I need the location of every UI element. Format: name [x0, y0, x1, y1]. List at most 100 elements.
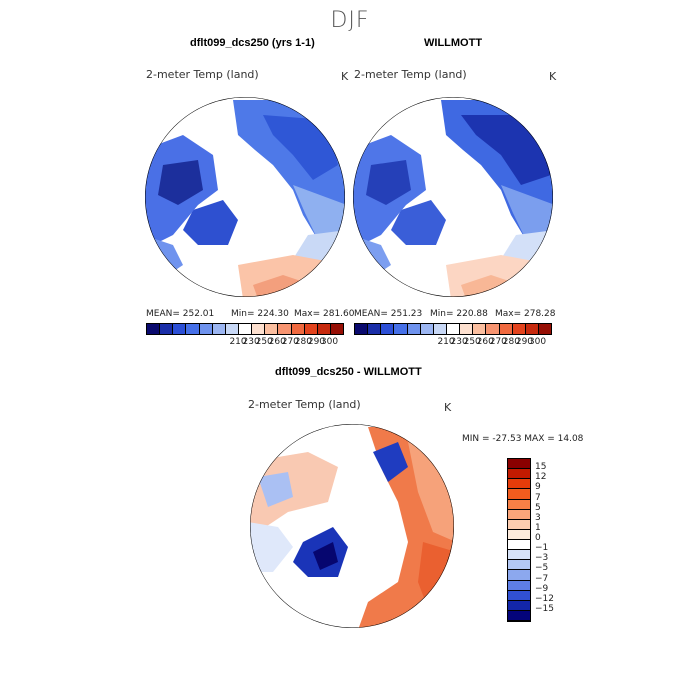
- diff-colorbar-swatch: [508, 590, 530, 601]
- model-colorbar-tick: 270: [281, 337, 299, 347]
- obs-colorbar-swatch: [394, 324, 408, 334]
- obs-colorbar-tick: 270: [489, 337, 507, 347]
- diff-colorbar-labels: 15 12 9 7 5 3 1 0 −1 −3 −5 −7 −9 −12 −15: [535, 458, 575, 620]
- diff-colorbar-tick: 1: [535, 522, 541, 533]
- obs-colorbar-swatch: [486, 324, 500, 334]
- obs-polar-map: [353, 97, 553, 297]
- diff-colorbar-swatch: [508, 570, 530, 581]
- model-colorbar-tick: 290: [307, 337, 326, 347]
- diff-colorbar-swatch: [508, 529, 530, 540]
- diff-colorbar-tick: 9: [535, 482, 541, 493]
- model-colorbar-swatch: [252, 324, 266, 334]
- diff-colorbar-tick: 3: [535, 512, 541, 523]
- diff-colorbar-tick: 15: [535, 462, 547, 473]
- obs-colorbar-tick: 230: [450, 337, 468, 347]
- diff-colorbar-tick: −9: [535, 583, 549, 594]
- obs-colorbar-tick: 210: [437, 337, 455, 347]
- model-colorbar-swatch: [199, 324, 213, 334]
- diff-colorbar-swatch: [508, 550, 530, 561]
- model-colorbar-swatch: [278, 324, 292, 334]
- model-colorbar-swatch: [330, 324, 344, 334]
- obs-colorbar-swatch: [355, 324, 369, 334]
- diff-colorbar-swatch: [508, 519, 530, 530]
- obs-colorbar-tick: 280: [502, 337, 520, 347]
- model-colorbar-tick: 210: [229, 337, 247, 347]
- model-polar-map: [145, 97, 345, 297]
- diff-colorbar-swatch: [508, 610, 530, 621]
- diff-colorbar-swatch: [508, 469, 530, 480]
- obs-colorbar-swatch: [473, 324, 487, 334]
- diff-colorbar-tick: −1: [535, 543, 549, 554]
- model-colorbar-swatch: [317, 324, 331, 334]
- diff-colorbar-swatch: [508, 509, 530, 520]
- diff-colorbar-swatch: [508, 560, 530, 571]
- diff-colorbar-swatch: [508, 479, 530, 490]
- diff-colorbar-tick: −12: [535, 593, 554, 604]
- model-units-label: K: [341, 70, 349, 83]
- obs-colorbar-swatch: [368, 324, 382, 334]
- obs-colorbar-swatch: [460, 324, 474, 334]
- model-colorbar-swatch: [160, 324, 174, 334]
- diff-minmax-stat: MIN = -27.53 MAX = 14.08: [462, 434, 584, 444]
- obs-max-stat: Max= 278.28: [495, 309, 556, 319]
- model-colorbar: [146, 323, 344, 335]
- obs-colorbar-tick: 290: [515, 337, 534, 347]
- model-colorbar-tick: 230: [242, 337, 260, 347]
- model-panel-title: dflt099_dcs250 (yrs 1-1): [190, 37, 315, 49]
- model-colorbar-tick: 260: [268, 337, 286, 347]
- obs-colorbar-swatch: [420, 324, 434, 334]
- diff-colorbar-tick: 12: [535, 472, 547, 483]
- model-colorbar-swatch: [304, 324, 318, 334]
- obs-colorbar-swatch: [499, 324, 513, 334]
- model-colorbar-swatch: [147, 324, 161, 334]
- obs-colorbar-labels: 210 230 250 260 270 280 290 300: [354, 337, 550, 349]
- model-colorbar-tick: 280: [294, 337, 312, 347]
- diff-colorbar-swatch: [508, 600, 530, 611]
- obs-colorbar-swatch: [525, 324, 539, 334]
- diff-colorbar-swatch: [508, 580, 530, 591]
- diff-colorbar-swatch: [508, 489, 530, 500]
- model-colorbar-tick: 250: [255, 337, 273, 347]
- model-colorbar-tick: 300: [320, 337, 339, 347]
- model-colorbar-swatch: [265, 324, 279, 334]
- model-colorbar-swatch: [238, 324, 253, 334]
- obs-colorbar-swatch: [538, 324, 552, 334]
- obs-min-stat: Min= 220.88: [430, 309, 488, 319]
- obs-colorbar-swatch: [433, 324, 447, 334]
- diff-colorbar: [507, 458, 531, 622]
- diff-colorbar-tick: −15: [535, 603, 554, 614]
- obs-colorbar-tick: 250: [463, 337, 481, 347]
- obs-colorbar-tick: 260: [476, 337, 494, 347]
- diff-colorbar-swatch: [508, 499, 530, 510]
- diff-panel-title: dflt099_dcs250 - WILLMOTT: [275, 366, 422, 378]
- diff-colorbar-tick: −3: [535, 553, 549, 564]
- diff-colorbar-tick: 7: [535, 492, 541, 503]
- obs-variable-label: 2-meter Temp (land): [354, 68, 467, 81]
- obs-units-label: K: [549, 70, 557, 83]
- diff-polar-map: [250, 424, 454, 628]
- diff-variable-label: 2-meter Temp (land): [248, 398, 361, 411]
- model-colorbar-labels: 210 230 250 260 270 280 290 300: [146, 337, 342, 349]
- model-min-stat: Min= 224.30: [231, 309, 289, 319]
- season-title: DJF: [330, 8, 370, 33]
- model-colorbar-swatch: [173, 324, 187, 334]
- obs-panel-title: WILLMOTT: [424, 37, 483, 49]
- model-colorbar-swatch: [225, 324, 239, 334]
- diff-colorbar-tick: 5: [535, 502, 541, 513]
- obs-colorbar-swatch: [407, 324, 421, 334]
- obs-colorbar-swatch: [512, 324, 526, 334]
- model-mean-stat: MEAN= 252.01: [146, 309, 215, 319]
- model-colorbar-swatch: [186, 324, 200, 334]
- model-colorbar-swatch: [291, 324, 305, 334]
- diff-units-label: K: [444, 401, 452, 414]
- diff-colorbar-swatch: [508, 459, 530, 470]
- obs-mean-stat: MEAN= 251.23: [354, 309, 423, 319]
- diff-colorbar-swatch: [508, 540, 530, 551]
- model-colorbar-swatch: [212, 324, 226, 334]
- diff-colorbar-tick: −7: [535, 573, 549, 584]
- obs-colorbar-tick: 300: [528, 337, 547, 347]
- diff-colorbar-tick: −5: [535, 563, 549, 574]
- diff-colorbar-tick: 0: [535, 533, 541, 543]
- model-max-stat: Max= 281.60: [294, 309, 355, 319]
- obs-colorbar-swatch: [446, 324, 461, 334]
